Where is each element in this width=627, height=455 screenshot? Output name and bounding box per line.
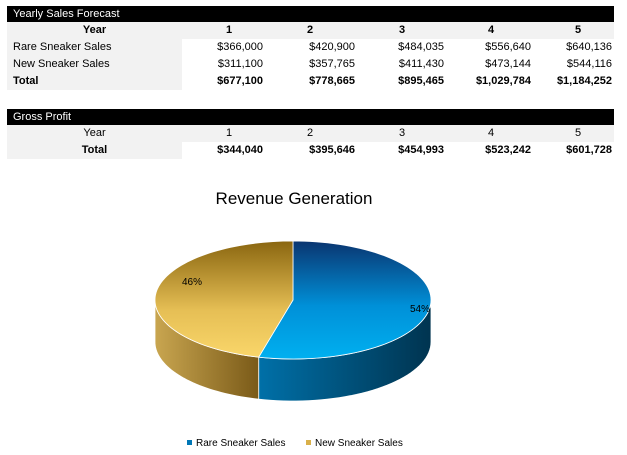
year-cell: 4: [488, 24, 495, 36]
cell: $523,242: [485, 144, 531, 156]
gross-profit-table: Gross Profit Year 1 2 3 4 5 Total $344,0…: [7, 109, 614, 159]
cell: $357,765: [309, 58, 355, 70]
cell: $420,900: [309, 41, 355, 53]
cell: $454,993: [398, 144, 444, 156]
cell: $640,136: [566, 41, 612, 53]
row-label: Rare Sneaker Sales: [7, 39, 182, 56]
header-row: Year 1 2 3 4 5: [7, 22, 614, 39]
cell: $1,184,252: [556, 75, 612, 87]
table-row: New Sneaker Sales $311,100 $357,765 $411…: [7, 56, 614, 73]
cell: $366,000: [217, 41, 263, 53]
cell: $473,144: [485, 58, 531, 70]
data-label: 54%: [410, 304, 430, 315]
cell: $1,029,784: [475, 75, 531, 87]
cell: $895,465: [398, 75, 444, 87]
table-title: Yearly Sales Forecast: [7, 6, 614, 22]
year-cell: 5: [575, 24, 582, 36]
cell: $556,640: [485, 41, 531, 53]
year-header: Year: [82, 24, 107, 36]
cell: $311,100: [217, 58, 263, 70]
legend-swatch-new: [306, 440, 311, 445]
row-label: Total: [7, 73, 182, 90]
legend-label: Rare Sneaker Sales: [196, 438, 286, 449]
cell: $601,728: [566, 144, 612, 156]
pie-slice-rare: [258, 240, 432, 360]
chart-title: Revenue Generation: [216, 189, 373, 208]
cell: $778,665: [309, 75, 355, 87]
header-row: Year 1 2 3 4 5: [7, 125, 614, 142]
total-row: Total $344,040 $395,646 $454,993 $523,24…: [7, 142, 614, 159]
cell: $484,035: [398, 41, 444, 53]
year-cell: 3: [399, 127, 406, 139]
year-cell: 1: [226, 24, 233, 36]
year-cell: 5: [575, 127, 582, 139]
year-cell: 4: [488, 127, 495, 139]
yearly-sales-table: Yearly Sales Forecast Year 1 2 3 4 5 Rar…: [7, 6, 614, 90]
year-cell: 2: [307, 127, 314, 139]
legend-swatch-rare: [187, 440, 192, 445]
row-label: Total: [7, 142, 182, 159]
year-cell: 2: [307, 24, 314, 36]
cell: $677,100: [217, 75, 263, 87]
cell: $544,116: [566, 58, 612, 70]
total-row: Total $677,100 $778,665 $895,465 $1,029,…: [7, 73, 614, 90]
cell: $344,040: [217, 144, 263, 156]
legend-label: New Sneaker Sales: [315, 438, 403, 449]
data-label: 46%: [182, 277, 202, 288]
year-cell: 3: [399, 24, 406, 36]
table-title: Gross Profit: [7, 109, 614, 125]
year-header: Year: [83, 127, 106, 139]
cell: $395,646: [309, 144, 355, 156]
year-cell: 1: [226, 127, 233, 139]
table-row: Rare Sneaker Sales $366,000 $420,900 $48…: [7, 39, 614, 56]
cell: $411,430: [398, 58, 444, 70]
row-label: New Sneaker Sales: [7, 56, 182, 73]
pie-slice-new: [154, 240, 294, 358]
